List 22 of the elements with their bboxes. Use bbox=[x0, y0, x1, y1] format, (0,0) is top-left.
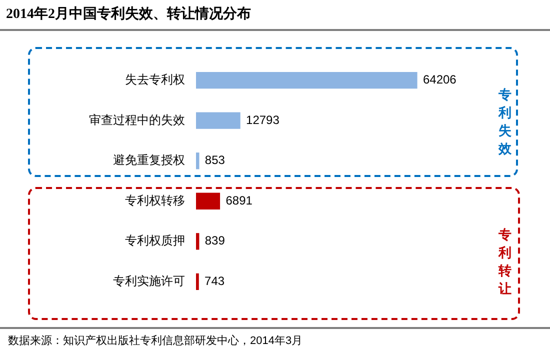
y-tick-label: 避免重复授权 bbox=[113, 153, 185, 168]
y-tick-label: 失去专利权 bbox=[125, 72, 185, 87]
bar bbox=[196, 273, 199, 290]
y-tick-label: 专利权质押 bbox=[125, 234, 185, 248]
bar bbox=[196, 72, 418, 89]
bar bbox=[196, 112, 240, 129]
chart-title: 2014年2月中国专利失效、转让情况分布 bbox=[6, 5, 251, 23]
y-tick-label: 专利实施许可 bbox=[113, 274, 185, 288]
y-tick-label: 审查过程中的失效 bbox=[89, 112, 185, 127]
source-note: 数据来源：知识产权出版社专利信息部研发中心，2014年3月 bbox=[8, 334, 303, 348]
y-tick-label: 专利权转移 bbox=[125, 193, 185, 208]
data-label: 6891 bbox=[226, 193, 253, 208]
bar bbox=[196, 192, 220, 210]
data-label: 853 bbox=[204, 153, 226, 168]
bar bbox=[196, 233, 200, 250]
bar bbox=[196, 152, 200, 170]
data-label: 839 bbox=[204, 234, 226, 248]
data-label: 12793 bbox=[246, 112, 280, 127]
text: 专利转让 bbox=[497, 226, 512, 298]
data-label: 743 bbox=[204, 274, 225, 288]
text: 专利失效 bbox=[497, 86, 512, 158]
data-label: 64206 bbox=[422, 72, 457, 87]
